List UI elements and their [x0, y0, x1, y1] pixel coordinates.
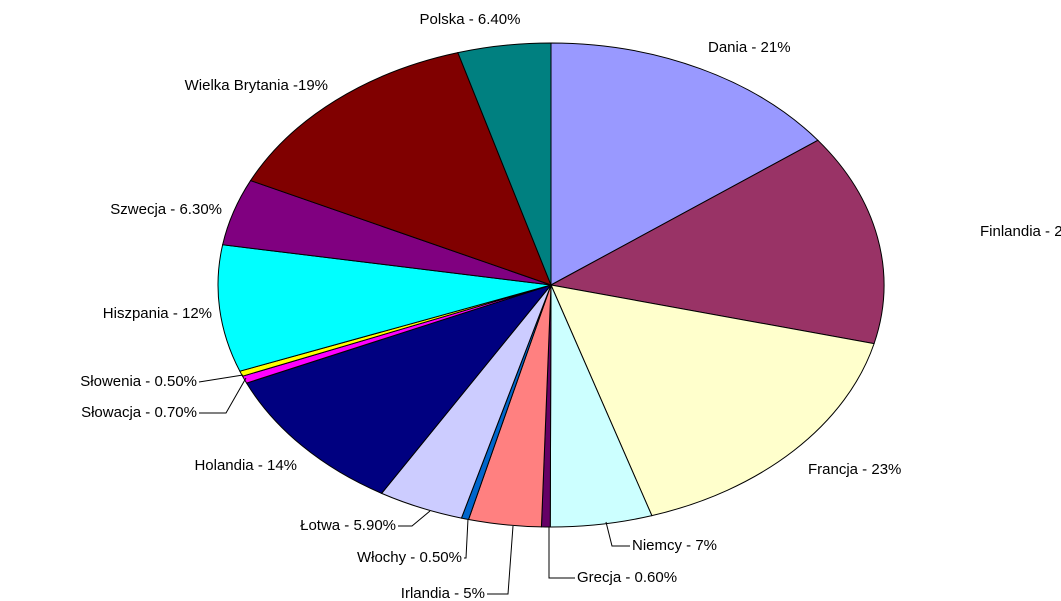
leader-line [198, 374, 244, 383]
slice-label: Niemcy - 7% [632, 537, 717, 554]
leader-line [487, 525, 514, 595]
slice-label: Dania - 21% [708, 39, 791, 56]
leader-line [398, 510, 431, 527]
slice-label: Grecja - 0.60% [577, 569, 677, 586]
slice-label: Finlandia - 20% [980, 223, 1061, 240]
slice-label: Słowacja - 0.70% [81, 404, 197, 421]
pie-slice [249, 52, 552, 286]
slice-label: Holandia - 14% [194, 457, 297, 474]
slice-label: Wielka Brytania -19% [185, 77, 328, 94]
pie-slice [550, 42, 819, 286]
pie-slice [457, 42, 552, 286]
slice-label: Słowenia - 0.50% [80, 373, 197, 390]
pie-slice [550, 284, 875, 517]
slice-label: Polska - 6.40% [420, 11, 521, 28]
slice-label: Irlandia - 5% [401, 585, 485, 601]
slice-label: Francja - 23% [808, 461, 901, 478]
slice-label: Włochy - 0.50% [357, 549, 462, 566]
leader-line [464, 518, 469, 559]
slice-label: Szwecja - 6.30% [110, 201, 222, 218]
leader-line [605, 521, 630, 547]
slice-label: Łotwa - 5.90% [300, 517, 396, 534]
leader-line [199, 377, 247, 414]
pie-slice [245, 284, 553, 494]
pie-slice [549, 139, 885, 345]
slice-label: Hiszpania - 12% [103, 305, 212, 322]
pie-slice [217, 244, 552, 372]
leader-line [548, 527, 575, 579]
